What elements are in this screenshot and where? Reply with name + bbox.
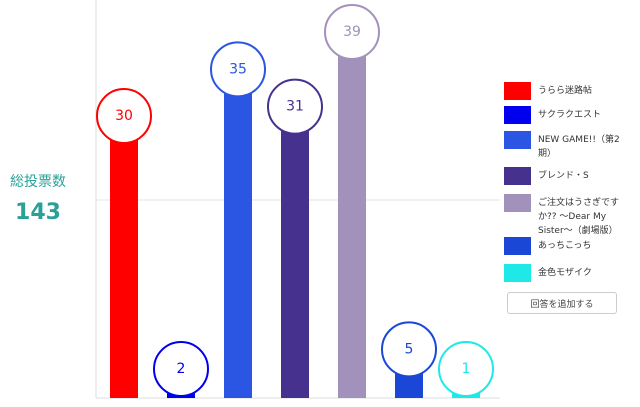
bar — [224, 69, 252, 398]
value-label: 39 — [343, 24, 361, 40]
total-value: 143 — [15, 200, 61, 225]
legend-label: 金色モザイク — [538, 268, 592, 278]
total-label: 総投票数 — [10, 174, 66, 190]
legend-label: ご注文はうさぎですか?? 〜Dear My Sister〜（劇場版） — [538, 198, 620, 236]
value-label: 31 — [286, 99, 304, 115]
value-bubble — [210, 41, 266, 98]
value-label: 1 — [462, 361, 471, 377]
legend-label: ブレンド・S — [538, 171, 589, 181]
legend-label: NEW GAME!!（第2期） — [538, 135, 620, 159]
bar — [281, 106, 309, 399]
legend-label: あっちこっち — [538, 241, 592, 251]
legend-swatch — [504, 82, 531, 100]
value-bubble — [324, 4, 380, 60]
value-label: 2 — [177, 361, 186, 377]
value-bubble — [381, 321, 437, 378]
value-bubble — [267, 78, 323, 135]
value-bubble — [438, 341, 494, 397]
legend-swatch — [504, 264, 531, 282]
legend-swatch — [504, 106, 531, 124]
legend-swatch — [504, 237, 531, 255]
add-answer-button[interactable]: 回答を追加する — [507, 292, 617, 314]
bar — [338, 32, 366, 398]
value-bubble — [153, 341, 209, 397]
legend-swatch — [504, 194, 531, 212]
value-label: 5 — [405, 341, 414, 357]
bar — [110, 116, 138, 398]
value-label: 35 — [229, 61, 247, 77]
legend-label: うらら迷路帖 — [538, 86, 593, 96]
legend-swatch — [504, 131, 531, 149]
legend-swatch — [504, 167, 531, 185]
legend-label: サクラクエスト — [538, 110, 602, 120]
value-label: 30 — [115, 108, 133, 124]
value-bubble — [96, 88, 152, 144]
